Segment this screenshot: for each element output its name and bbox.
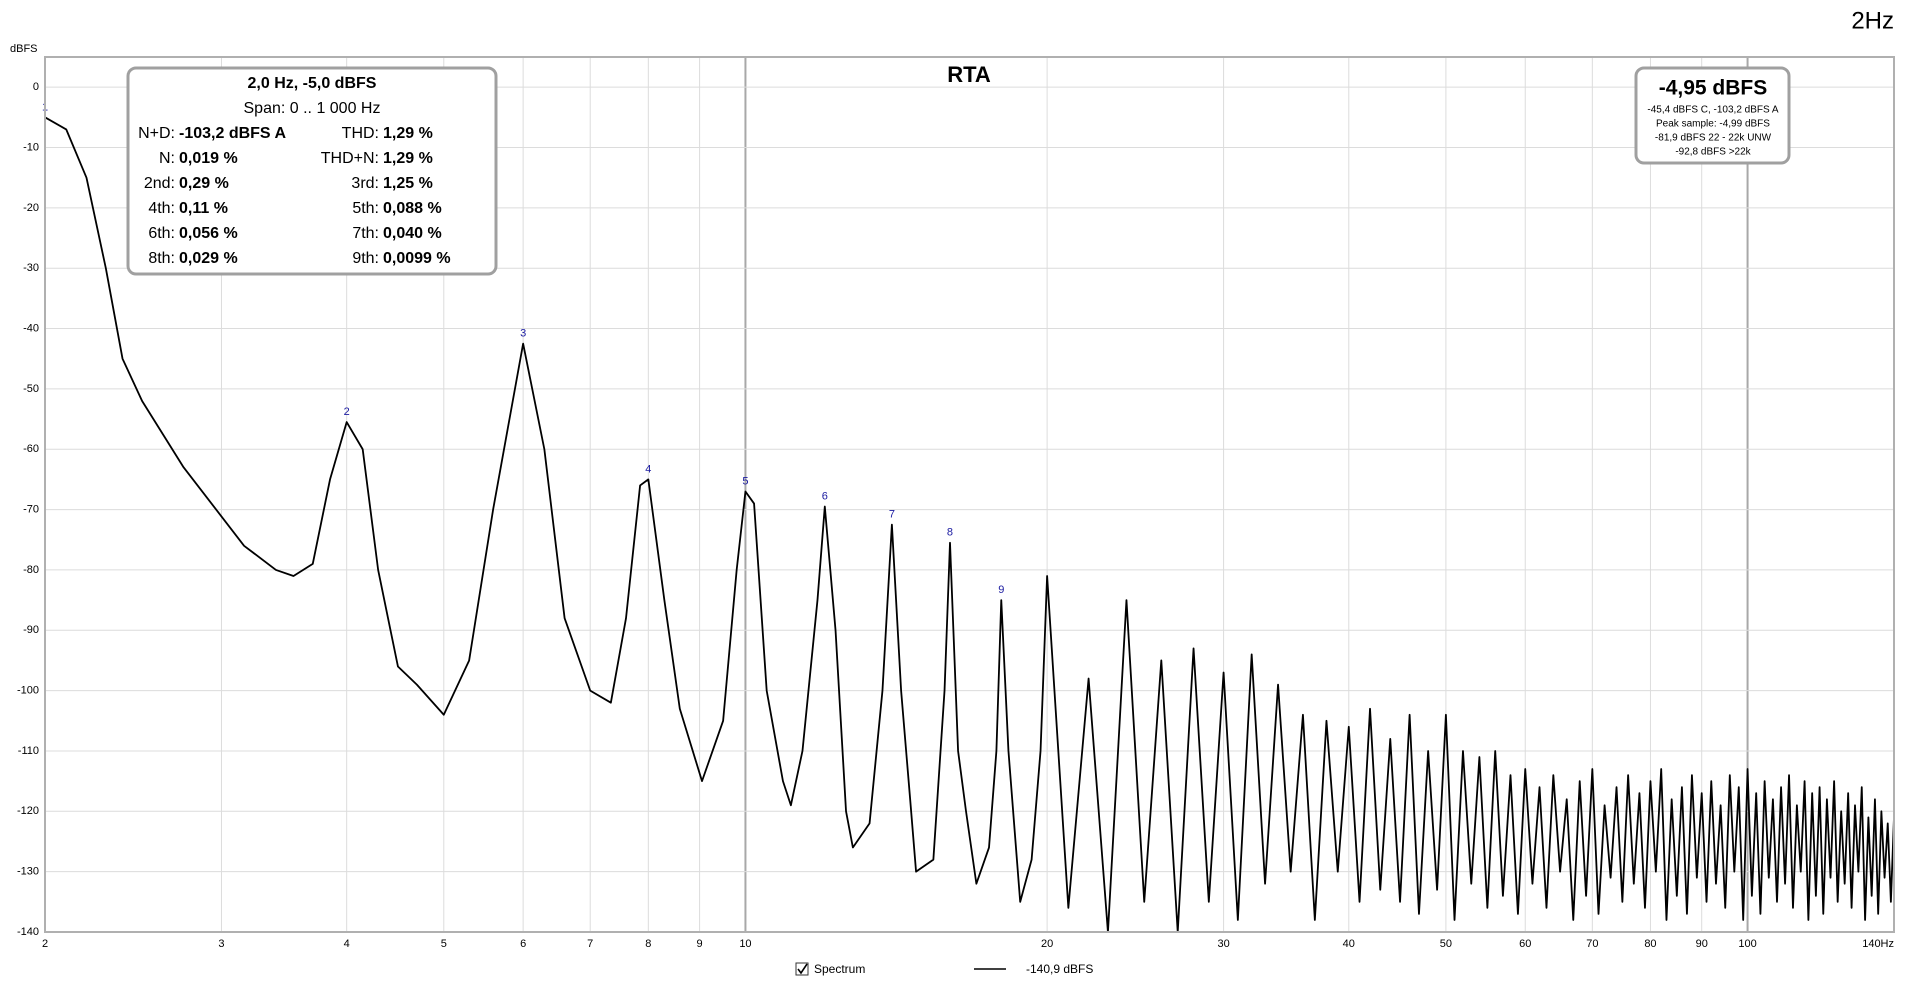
chart-title: RTA: [947, 62, 991, 87]
y-tick-label: -10: [23, 141, 39, 153]
x-tick-label: 80: [1644, 938, 1656, 950]
info-value: 0,029 %: [179, 250, 238, 267]
legend: Spectrum -140,9 dBFS: [795, 962, 1093, 976]
info-value: -103,2 dBFS A: [179, 125, 286, 142]
x-tick-label: 30: [1217, 938, 1229, 950]
info-label: N+D:: [138, 125, 175, 142]
info-title: 2,0 Hz, -5,0 dBFS: [248, 75, 377, 92]
info-label: THD:: [342, 125, 379, 142]
info-label: 3rd:: [351, 175, 379, 192]
cursor-readout: -140,9 dBFS: [1026, 962, 1093, 976]
info-value: 0,0099 %: [383, 250, 451, 267]
info-label: 9th:: [352, 250, 379, 267]
x-tick-label: 5: [441, 938, 447, 950]
y-tick-label: -30: [23, 262, 39, 274]
x-tick-label: 3: [218, 938, 224, 950]
x-tick-label: 4: [344, 938, 350, 950]
harmonic-marker: 3: [520, 328, 526, 340]
x-tick-label: 90: [1696, 938, 1708, 950]
harmonic-marker: 2: [344, 406, 350, 418]
y-tick-label: -130: [17, 866, 39, 878]
info-label: N:: [159, 150, 175, 167]
info-label: 7th:: [352, 225, 379, 242]
harmonic-marker: 6: [822, 490, 828, 502]
x-tick-label: 50: [1440, 938, 1452, 950]
plot-frame: [44, 56, 1895, 933]
x-tick-label: 60: [1519, 938, 1531, 950]
x-tick-label: 7: [587, 938, 593, 950]
harmonic-marker: 7: [889, 509, 895, 521]
y-tick-label: -60: [23, 443, 39, 455]
info-value: 0,11 %: [179, 200, 228, 217]
info-label: 5th:: [352, 200, 379, 217]
info-box: 2,0 Hz, -5,0 dBFS Span: 0 .. 1 000 Hz N+…: [126, 66, 498, 276]
y-tick-label: -20: [23, 202, 39, 214]
y-tick-label: -120: [17, 805, 39, 817]
harmonic-marker: 8: [947, 527, 953, 539]
info-value: 1,29 %: [383, 125, 433, 142]
x-tick-label: 70: [1586, 938, 1598, 950]
harmonic-marker: 5: [742, 475, 748, 487]
level-line: Peak sample: -4,99 dBFS: [1656, 119, 1770, 130]
x-tick-label: 6: [520, 938, 526, 950]
info-value: 0,019 %: [179, 150, 238, 167]
harmonic-marker: 4: [645, 463, 651, 475]
y-tick-label: -70: [23, 503, 39, 515]
x-tick-label: 9: [697, 938, 703, 950]
info-value: 1,25 %: [383, 175, 433, 192]
x-tick-label: 10: [739, 938, 751, 950]
legend-label[interactable]: Spectrum: [814, 962, 865, 976]
y-tick-label: -40: [23, 322, 39, 334]
x-tick-label: 40: [1343, 938, 1355, 950]
corner-label: 2Hz: [1851, 7, 1894, 34]
info-label: 8th:: [148, 250, 175, 267]
harmonic-marker: 9: [998, 584, 1004, 596]
y-tick-label: -100: [17, 685, 39, 697]
info-span: Span: 0 .. 1 000 Hz: [244, 100, 381, 117]
level-title: -4,95 dBFS: [1659, 77, 1768, 100]
level-box-frame: [1634, 66, 1791, 165]
x-tick-label: 2: [42, 938, 48, 950]
x-tick-label: 140Hz: [1862, 938, 1894, 950]
info-label: 6th:: [148, 225, 175, 242]
level-line: -45,4 dBFS C, -103,2 dBFS A: [1647, 105, 1779, 116]
y-tick-label: 0: [33, 81, 39, 93]
x-tick-label: 100: [1738, 938, 1756, 950]
info-box-frame: [126, 66, 498, 276]
y-tick-label: -90: [23, 624, 39, 636]
info-value: 0,29 %: [179, 175, 229, 192]
y-tick-label: -80: [23, 564, 39, 576]
level-line: -92,8 dBFS >22k: [1675, 147, 1751, 158]
y-tick-label: -110: [18, 745, 39, 757]
x-tick-label: 8: [645, 938, 651, 950]
info-value: 1,29 %: [383, 150, 433, 167]
info-value: 0,040 %: [383, 225, 442, 242]
y-tick-label: -50: [23, 383, 39, 395]
level-box: -4,95 dBFS -45,4 dBFS C, -103,2 dBFS A Pe…: [1634, 66, 1791, 165]
info-label: 4th:: [148, 200, 175, 217]
spectrum-line: [44, 116, 1895, 933]
level-line: -81,9 dBFS 22 - 22k UNW: [1655, 133, 1772, 144]
y-tick-label: -140: [17, 926, 39, 938]
info-value: 0,088 %: [383, 200, 442, 217]
legend-check: [797, 963, 808, 975]
info-value: 0,056 %: [179, 225, 238, 242]
x-tick-label: 20: [1041, 938, 1053, 950]
info-label: THD+N:: [321, 150, 379, 167]
info-label: 2nd:: [144, 175, 175, 192]
y-axis-label: dBFS: [10, 43, 38, 55]
